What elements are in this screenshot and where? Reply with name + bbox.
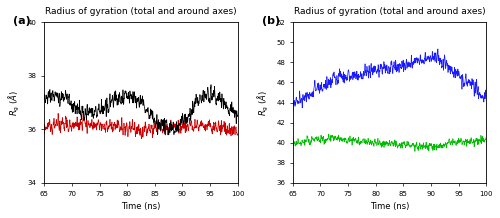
Title: Radius of gyration (total and around axes): Radius of gyration (total and around axe… — [294, 7, 486, 16]
Title: Radius of gyration (total and around axes): Radius of gyration (total and around axe… — [45, 7, 237, 16]
Text: (b): (b) — [262, 16, 280, 26]
X-axis label: Time (ns): Time (ns) — [122, 202, 160, 211]
Text: (a): (a) — [14, 16, 31, 26]
Y-axis label: $R_{\rm g}$ $(\AA)$: $R_{\rm g}$ $(\AA)$ — [7, 90, 22, 116]
X-axis label: Time (ns): Time (ns) — [370, 202, 410, 211]
Y-axis label: $R_{\rm g}$ $(\AA)$: $R_{\rm g}$ $(\AA)$ — [256, 90, 270, 116]
